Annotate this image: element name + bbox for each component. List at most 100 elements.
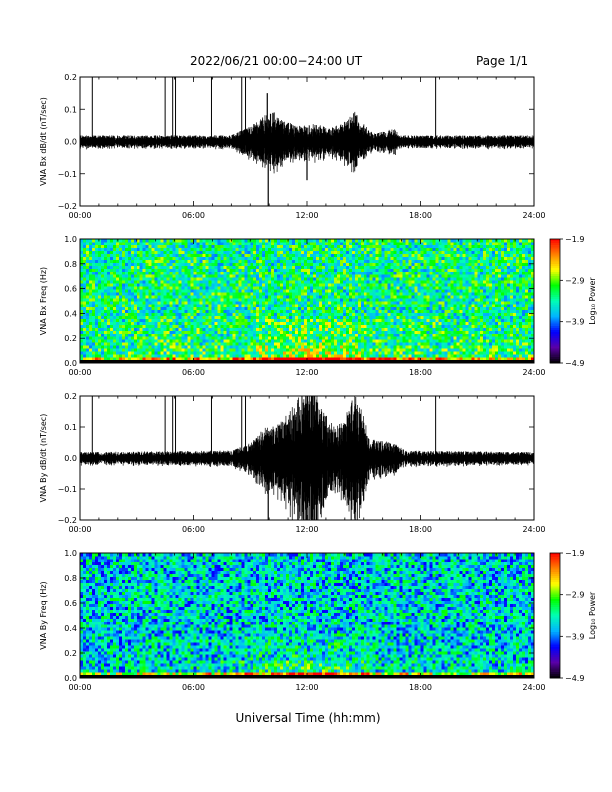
- spectrogram-cell: [289, 348, 293, 352]
- spectrogram-cell: [417, 292, 421, 296]
- spectrogram-cell: [172, 271, 176, 275]
- spectrogram-cell: [241, 333, 245, 337]
- spectrogram-cell: [130, 286, 135, 290]
- spectrogram-cell: [292, 301, 296, 305]
- spectrogram-cell: [166, 327, 170, 331]
- spectrogram-cell: [88, 327, 93, 331]
- spectrogram-cell: [292, 298, 296, 302]
- spectrogram-cell: [82, 342, 87, 346]
- spectrogram-cell: [181, 345, 185, 349]
- spectrogram-cell: [315, 309, 320, 314]
- spectrogram-cell: [85, 357, 90, 361]
- spectrogram-cell: [366, 298, 371, 302]
- spectrogram-cell: [339, 357, 344, 361]
- spectrogram-cell: [345, 306, 350, 311]
- spectrogram-cell: [190, 348, 194, 352]
- spectrogram-cell: [103, 289, 108, 293]
- spectrogram-cell: [85, 342, 90, 346]
- spectrogram-cell: [265, 318, 269, 322]
- spectrogram-cell: [172, 256, 176, 260]
- spectrogram-cell: [307, 312, 311, 317]
- spectrogram-cell: [360, 312, 365, 317]
- spectrogram-cell: [109, 333, 114, 337]
- spectrogram-cell: [339, 318, 344, 322]
- spectrogram-cell: [80, 286, 84, 290]
- spectrogram-cell: [309, 336, 314, 340]
- spectrogram-cell: [229, 280, 233, 284]
- spectrogram-cell: [118, 295, 123, 299]
- spectrogram-cell: [223, 342, 227, 346]
- spectrogram-cell: [283, 292, 287, 296]
- spectrogram-cell: [115, 274, 120, 278]
- spectrogram-cell: [289, 342, 293, 346]
- spectrogram-cell: [175, 271, 179, 275]
- spectrogram-cell: [106, 259, 111, 263]
- spectrogram-cell: [366, 348, 371, 352]
- spectrogram-cell: [166, 342, 170, 346]
- spectrogram-cell: [345, 303, 350, 308]
- spectrogram-cell: [256, 301, 260, 305]
- spectrogram-cell: [262, 348, 266, 352]
- spectrogram-cell: [91, 333, 96, 337]
- spectrogram-cell: [387, 321, 391, 325]
- spectrogram-cell: [124, 271, 129, 275]
- spectrogram-cell: [271, 295, 275, 299]
- spectrogram-cell: [387, 306, 391, 311]
- spectrogram-cell: [354, 241, 359, 246]
- spectrogram-cell: [229, 244, 233, 249]
- spectrogram-cell: [223, 241, 227, 246]
- spectrogram-cell: [109, 283, 114, 287]
- spectrogram-cell: [420, 250, 424, 255]
- spectrogram-cell: [292, 262, 296, 266]
- spectrogram-cell: [241, 247, 245, 252]
- spectrogram-cell: [160, 336, 164, 340]
- spectrogram-cell: [217, 342, 221, 346]
- spectrogram-cell: [199, 324, 203, 328]
- spectrogram-cell: [109, 336, 114, 340]
- spectrogram-cell: [178, 277, 182, 281]
- spectrogram-cell: [354, 247, 359, 252]
- spectrogram-cell: [324, 280, 329, 284]
- spectrogram-cell: [396, 309, 400, 314]
- spectrogram-cell: [318, 324, 323, 328]
- spectrogram-cell: [223, 268, 227, 272]
- spectrogram-cell: [80, 342, 84, 346]
- spectrogram-cell: [109, 354, 114, 358]
- spectrogram-cell: [295, 298, 299, 302]
- spectrogram-cell: [118, 306, 123, 311]
- spectrogram-cell: [136, 271, 141, 275]
- spectrogram-cell: [193, 298, 197, 302]
- spectrogram-cell: [345, 315, 350, 320]
- spectrogram-cell: [142, 312, 147, 317]
- spectrogram-cell: [211, 330, 215, 334]
- spectrogram-cell: [375, 309, 379, 314]
- spectrogram-cell: [256, 253, 260, 258]
- spectrogram-cell: [175, 351, 179, 355]
- spectrogram-cell: [259, 301, 263, 305]
- spectrogram-cell: [184, 244, 188, 249]
- spectrogram-cell: [124, 351, 129, 355]
- spectrogram-cell: [103, 333, 108, 337]
- spectrogram-cell: [88, 330, 93, 334]
- spectrogram-cell: [375, 253, 379, 258]
- spectrogram-cell: [94, 357, 99, 361]
- spectrogram-cell: [256, 354, 260, 358]
- spectrogram-cell: [345, 351, 350, 355]
- spectrogram-cell: [211, 312, 215, 317]
- spectrogram-cell: [145, 268, 149, 272]
- spectrogram-cell: [274, 259, 278, 263]
- spectrogram-cell: [190, 354, 194, 358]
- spectrogram-cell: [366, 303, 371, 308]
- spectrogram-cell: [354, 262, 359, 266]
- spectrogram-cell: [112, 265, 117, 269]
- spectrogram-cell: [414, 292, 418, 296]
- spectrogram-cell: [112, 327, 117, 331]
- spectrogram-cell: [91, 351, 96, 355]
- spectrogram-cell: [250, 301, 254, 305]
- spectrogram-cell: [202, 357, 206, 361]
- spectrogram-cell: [259, 241, 263, 246]
- spectrogram-cell: [318, 330, 323, 334]
- spectrogram-cell: [148, 318, 152, 322]
- spectrogram-cell: [139, 348, 144, 352]
- spectrogram-cell: [378, 286, 382, 290]
